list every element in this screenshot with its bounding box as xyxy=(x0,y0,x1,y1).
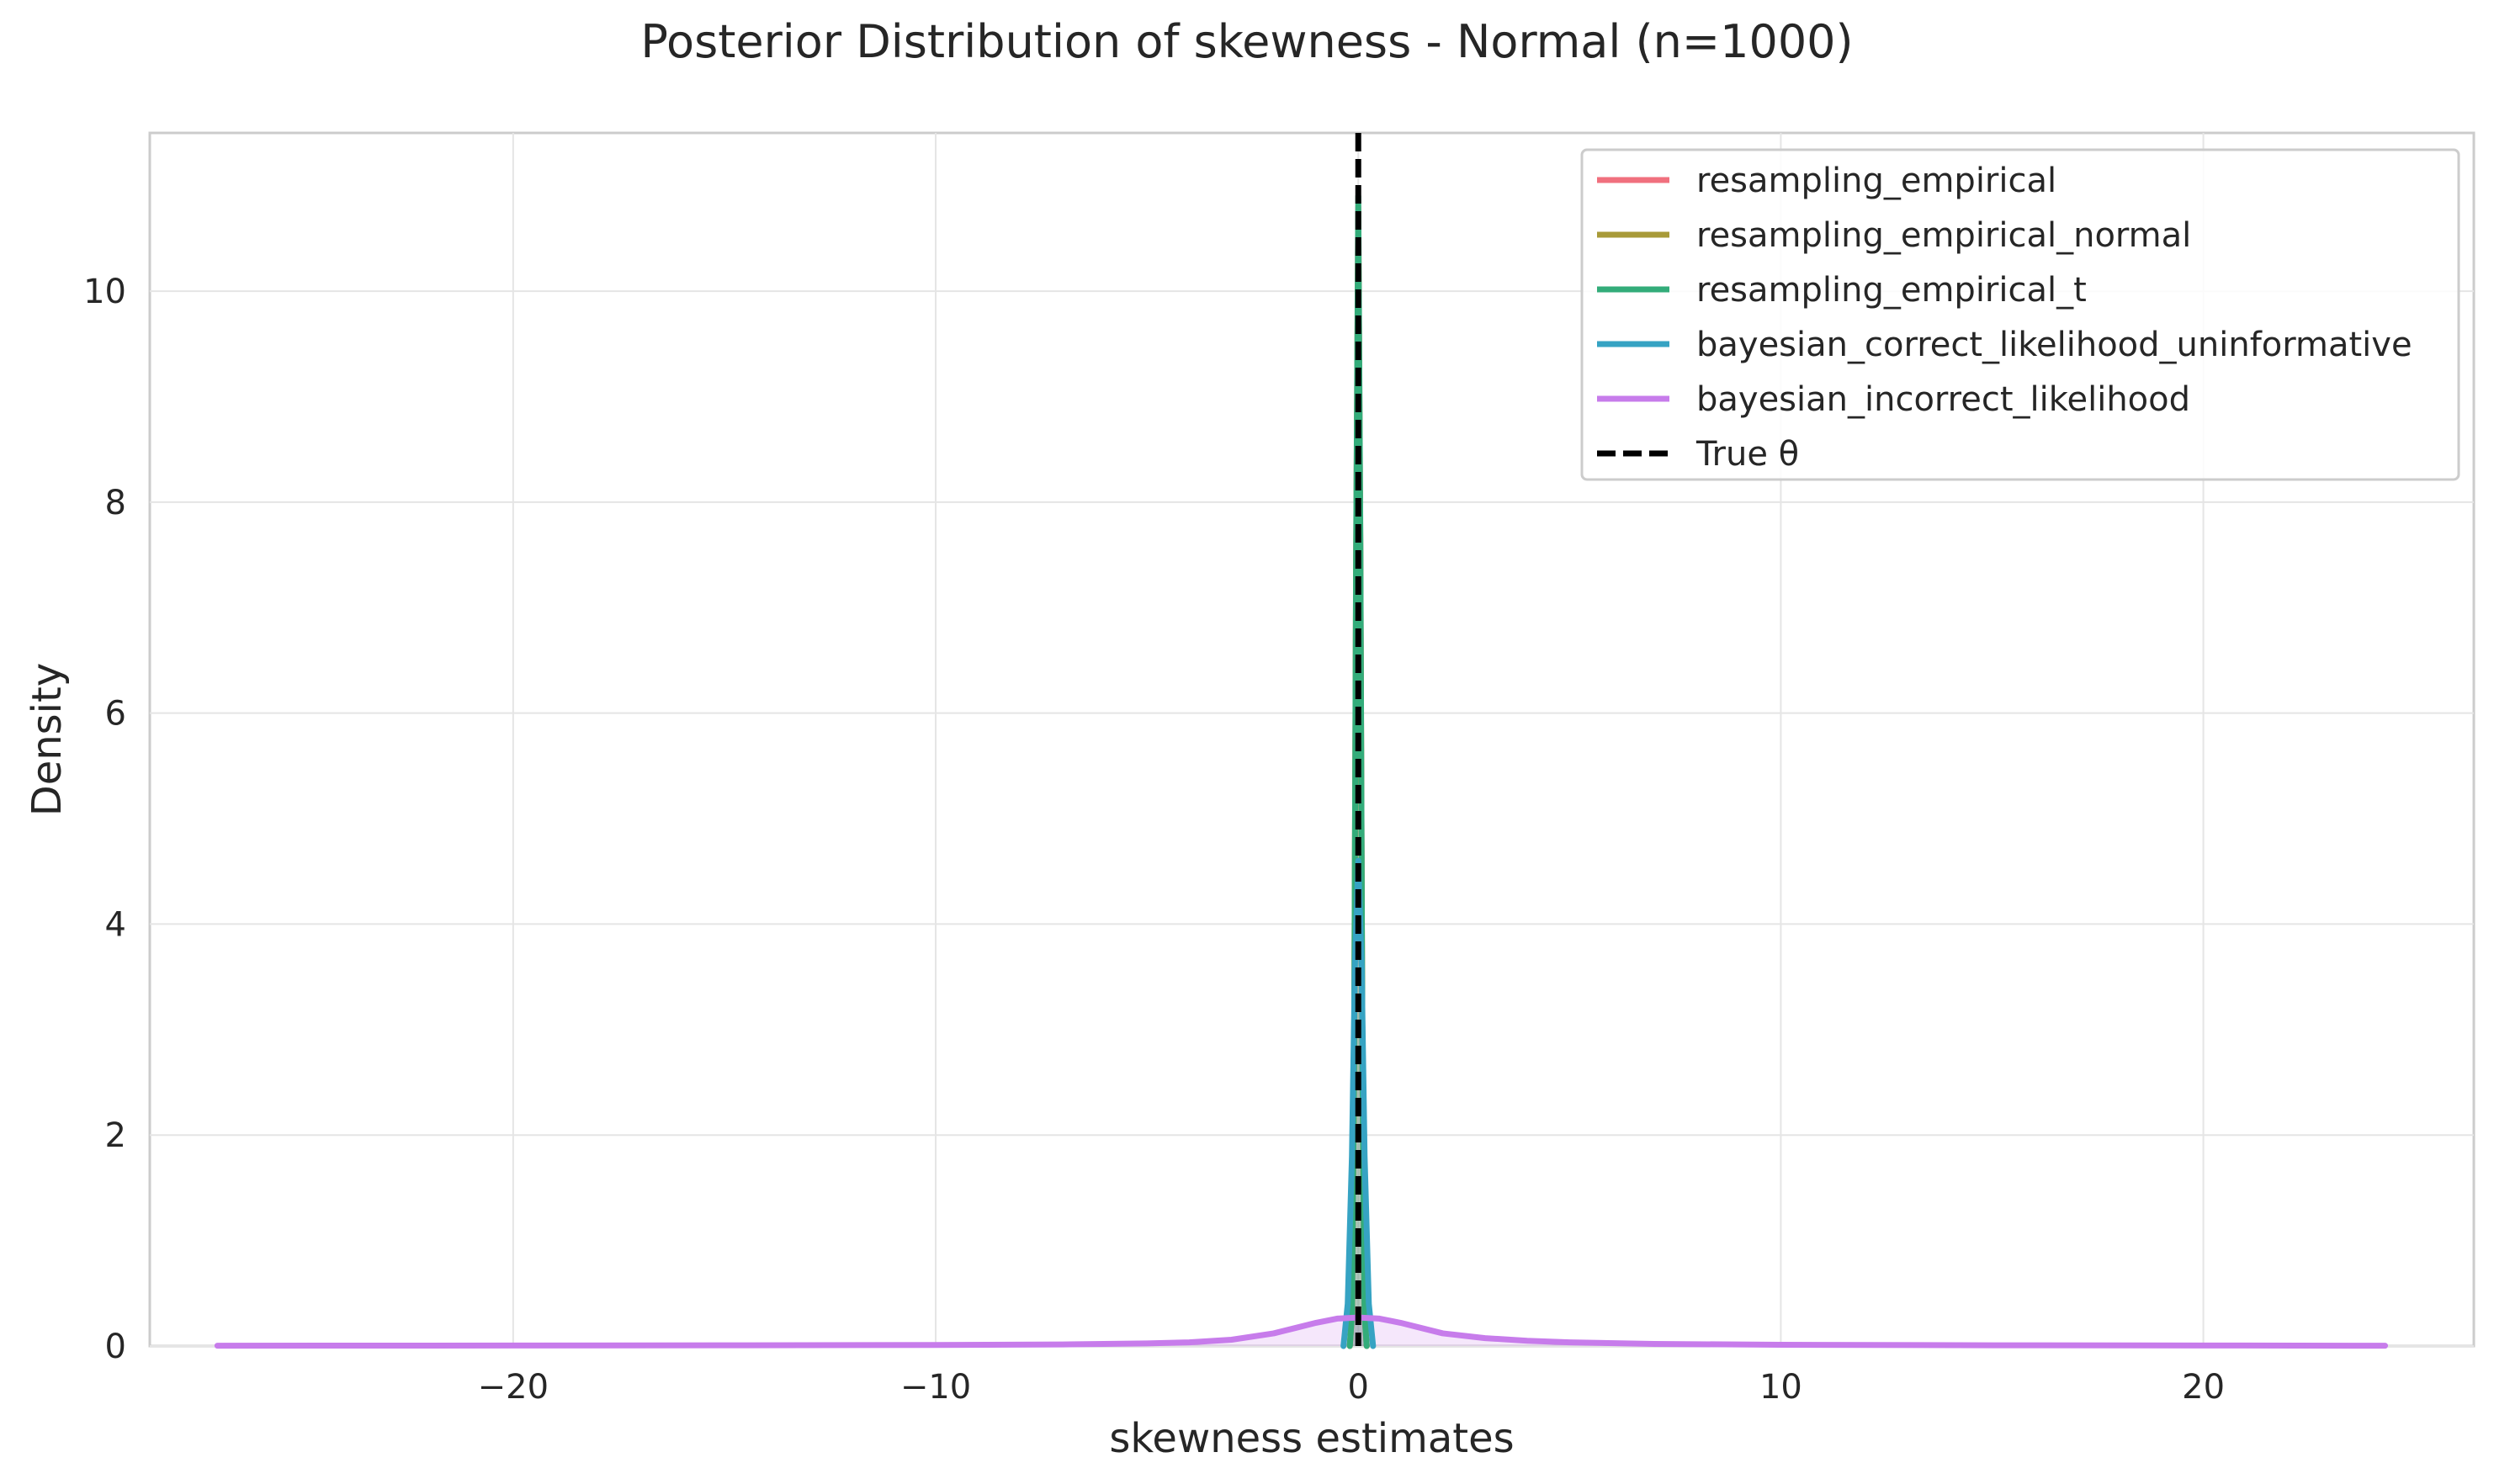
legend-label-3: bayesian_correct_likelihood_uninformativ… xyxy=(1696,326,2412,364)
legend-label-2: resampling_empirical_t xyxy=(1696,271,2087,310)
x-tick-label-2: 0 xyxy=(1348,1368,1369,1407)
y-tick-label-0: 0 xyxy=(105,1328,126,1366)
y-axis-label: Density xyxy=(24,663,71,816)
y-tick-label-5: 10 xyxy=(83,273,126,311)
x-tick-label-1: −10 xyxy=(900,1368,971,1407)
x-tick-label-4: 20 xyxy=(2182,1368,2225,1407)
legend-label-4: bayesian_incorrect_likelihood xyxy=(1696,380,2190,419)
legend: resampling_empirical resampling_empirical… xyxy=(1580,148,2460,481)
chart-title: Posterior Distribution of skewness - Nor… xyxy=(640,15,1853,68)
legend-label-0: resampling_empirical xyxy=(1696,162,2056,200)
legend-items: resampling_empirical resampling_empirical… xyxy=(1597,162,2412,474)
y-tick-label-2: 4 xyxy=(105,905,126,944)
legend-label-1: resampling_empirical_normal xyxy=(1696,216,2191,255)
y-tick-label-1: 2 xyxy=(105,1116,126,1155)
y-tick-label-3: 6 xyxy=(105,695,126,734)
series-line-3 xyxy=(1340,857,1377,1349)
series-fill-1 xyxy=(1350,217,1367,1346)
legend-box xyxy=(1580,148,2460,481)
legend-label-5: True θ xyxy=(1695,435,1799,474)
x-tick-label-0: −20 xyxy=(478,1368,549,1407)
series-fill-4 xyxy=(217,1317,2385,1346)
y-tick-label-4: 8 xyxy=(105,484,126,522)
x-tick-labels: −20 −10 0 10 20 xyxy=(478,1368,2225,1407)
y-tick-labels: 0 2 4 6 8 10 xyxy=(83,273,126,1366)
x-axis-label: skewness estimates xyxy=(1109,1415,1514,1462)
x-tick-label-3: 10 xyxy=(1759,1368,1802,1407)
